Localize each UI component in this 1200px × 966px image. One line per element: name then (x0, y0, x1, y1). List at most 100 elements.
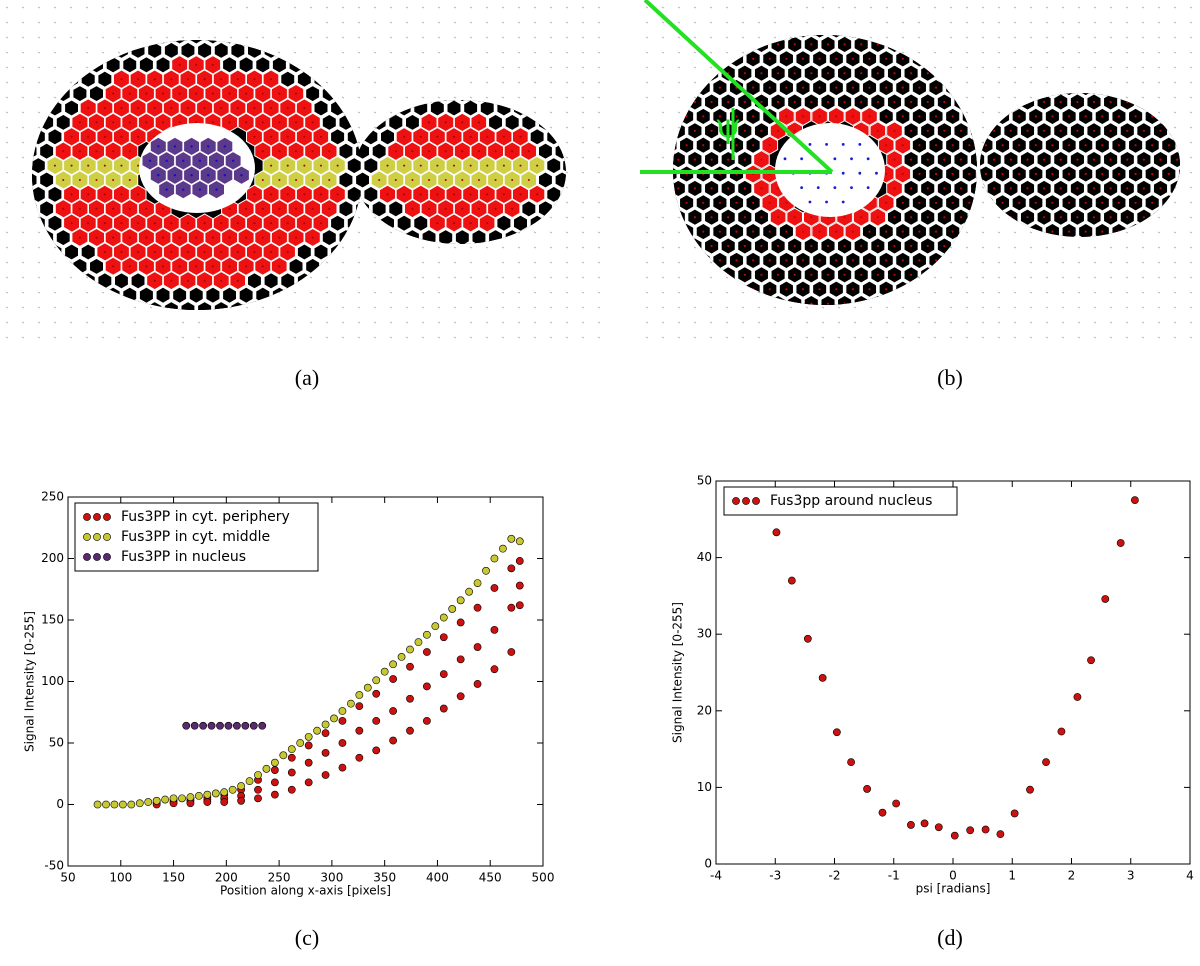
hex-center (1026, 129, 1029, 132)
hex-center (951, 144, 954, 147)
hex-center (319, 193, 322, 196)
hex-center (386, 193, 389, 196)
hex-center (727, 187, 730, 190)
hex-center (211, 236, 214, 239)
x-tick-label: 4 (1186, 869, 1194, 883)
scatter-point (203, 798, 212, 806)
scatter-point (321, 771, 330, 779)
scatter-point (304, 741, 313, 750)
scatter-point (287, 785, 296, 794)
scatter-point (422, 682, 431, 691)
hex-center (885, 172, 888, 176)
hex-center (727, 216, 730, 219)
caption: (b) (937, 365, 963, 390)
hex-center (253, 222, 256, 225)
x-tick-label: 300 (320, 871, 343, 885)
hex-center (103, 135, 106, 138)
hex-center (511, 207, 514, 210)
hex-center (1059, 187, 1062, 190)
hex-center (270, 251, 273, 253)
hex-center (1151, 115, 1154, 118)
hex-center (1101, 172, 1104, 176)
hex-center (120, 251, 123, 253)
hex-center (403, 135, 406, 138)
hex-center (860, 216, 863, 219)
hex-center (195, 236, 198, 239)
nucleus-dot (808, 200, 812, 204)
hex-center (1034, 115, 1037, 118)
hex-center (178, 236, 181, 239)
hex-center (502, 193, 505, 196)
hex-center (810, 244, 813, 248)
hex-center (752, 86, 755, 89)
hex-center (876, 100, 879, 104)
hex-center (295, 236, 298, 239)
scatter-point (414, 638, 423, 647)
scatter-point (515, 537, 524, 546)
hex-center (868, 86, 871, 89)
hex-center (286, 164, 289, 167)
scatter-point (304, 732, 313, 741)
hex-center (486, 164, 489, 167)
hex-center (743, 216, 746, 219)
legend-marker (93, 533, 101, 541)
hex-center (918, 144, 921, 147)
hex-center (1076, 216, 1079, 219)
hex-center (319, 222, 322, 225)
hex-center (311, 179, 314, 181)
legend-marker (103, 533, 111, 541)
scatter-point (950, 831, 959, 840)
hex-center (278, 179, 281, 181)
hex-center (876, 273, 879, 276)
scatter-point (1130, 496, 1139, 505)
hex-center (1134, 172, 1137, 176)
angle-lines (640, 0, 834, 174)
hex-center (893, 216, 896, 219)
hex-center (319, 135, 322, 138)
hex-center (1101, 115, 1104, 118)
hex-center (1018, 115, 1021, 118)
hex-center (95, 207, 98, 210)
nucleus-dot (866, 157, 870, 161)
hex-center (203, 107, 206, 109)
hex-center (876, 244, 879, 248)
hex-center (693, 216, 697, 219)
hex-center (710, 244, 713, 248)
hex-center (693, 129, 697, 132)
hex-center (735, 115, 738, 118)
hex-center (436, 164, 439, 167)
scatter-point (262, 764, 271, 773)
scatter-point (190, 721, 199, 730)
scatter-point (194, 791, 203, 800)
hex-center (128, 236, 131, 239)
hex-center (868, 259, 871, 262)
hex-center (934, 230, 938, 233)
hex-center (718, 230, 721, 233)
hex-center (685, 144, 688, 147)
hex-center (486, 222, 489, 225)
hex-center (112, 92, 115, 95)
hex-center (178, 265, 181, 268)
hex-center (851, 86, 855, 89)
hex-center (918, 172, 921, 176)
hex-center (818, 259, 821, 262)
scatter-point (515, 581, 524, 590)
hex-center (768, 144, 771, 147)
hex-center (469, 193, 472, 196)
hex-center (1101, 230, 1104, 233)
hex-center (186, 279, 189, 282)
hex-center (1117, 172, 1121, 176)
x-axis-label: psi [radians] (916, 882, 991, 896)
cell-hex (153, 53, 173, 76)
hex-center (461, 121, 464, 124)
hex-center (203, 279, 206, 282)
scatter-point (270, 790, 279, 799)
hex-center (1067, 172, 1071, 176)
scatter-point (304, 758, 313, 767)
hex-center (178, 121, 181, 124)
scatter-point (422, 716, 431, 725)
nucleus-dot (825, 200, 828, 204)
scatter-point (372, 676, 381, 685)
hex-center (1001, 172, 1004, 176)
hex-center (486, 135, 489, 138)
